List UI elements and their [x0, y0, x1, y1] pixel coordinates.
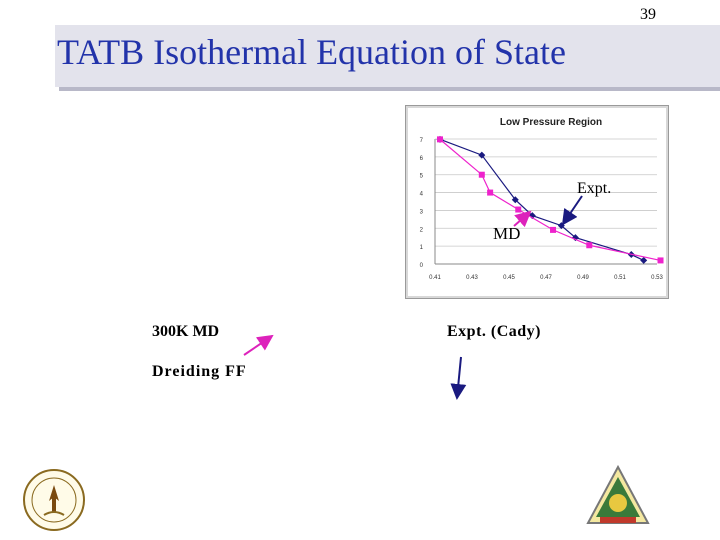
- md-300k-arrow: [243, 334, 274, 356]
- page-number: 39: [640, 6, 656, 23]
- y-tick-label: 7: [420, 138, 424, 144]
- data-point-square: [550, 226, 557, 233]
- y-tick-label: 6: [420, 156, 424, 162]
- slide-title: TATB Isothermal Equation of State: [57, 32, 567, 72]
- series-line-0: [439, 138, 644, 261]
- seal-icon: [23, 469, 85, 531]
- data-point-diamond: [640, 256, 648, 264]
- x-tick-label: 0.41: [429, 275, 441, 281]
- x-tick-label: 0.43: [466, 275, 478, 281]
- md-300k-label: 300K MD: [152, 323, 220, 340]
- dreiding-ff-label: Dreiding FF: [152, 363, 247, 380]
- data-point-square: [657, 257, 664, 264]
- chart-title: Low Pressure Region: [500, 117, 602, 128]
- data-point-square: [515, 206, 522, 213]
- expt-annotation: Expt.: [577, 180, 612, 197]
- x-tick-label: 0.51: [614, 275, 626, 281]
- chart-panel: Low Pressure Region 0 1 2 3 4 5 6 7 0.41 0.43 0.45 0…: [405, 105, 669, 299]
- y-tick-label: 1: [420, 245, 424, 251]
- y-tick-label: 2: [420, 227, 424, 233]
- x-tick-label: 0.45: [503, 275, 515, 281]
- x-tick-label: 0.49: [577, 275, 589, 281]
- triangle-emblem-icon: [586, 465, 650, 524]
- expt-cady-label: Expt. (Cady): [447, 323, 542, 340]
- y-tick-label: 4: [420, 192, 424, 198]
- data-point-square: [478, 171, 485, 178]
- y-tick-label: 3: [420, 209, 424, 215]
- chart-svg: Low Pressure Region 0 1 2 3 4 5 6 7 0.41 0.43 0.45 0…: [420, 117, 664, 281]
- title-bar: TATB Isothermal Equation of State: [55, 25, 720, 87]
- data-point-square: [586, 242, 593, 249]
- md-annotation: MD: [493, 224, 521, 243]
- y-tick-label: 0: [420, 263, 424, 269]
- data-point-square: [436, 136, 443, 143]
- x-tick-label: 0.53: [651, 275, 663, 281]
- series-line-1: [439, 138, 661, 262]
- data-point-square: [487, 189, 494, 196]
- x-tick-label: 0.47: [540, 275, 552, 281]
- expt-cady-arrow: [450, 356, 467, 400]
- data-point-diamond: [571, 234, 579, 242]
- data-point-diamond: [478, 151, 486, 159]
- y-tick-label: 5: [420, 174, 424, 180]
